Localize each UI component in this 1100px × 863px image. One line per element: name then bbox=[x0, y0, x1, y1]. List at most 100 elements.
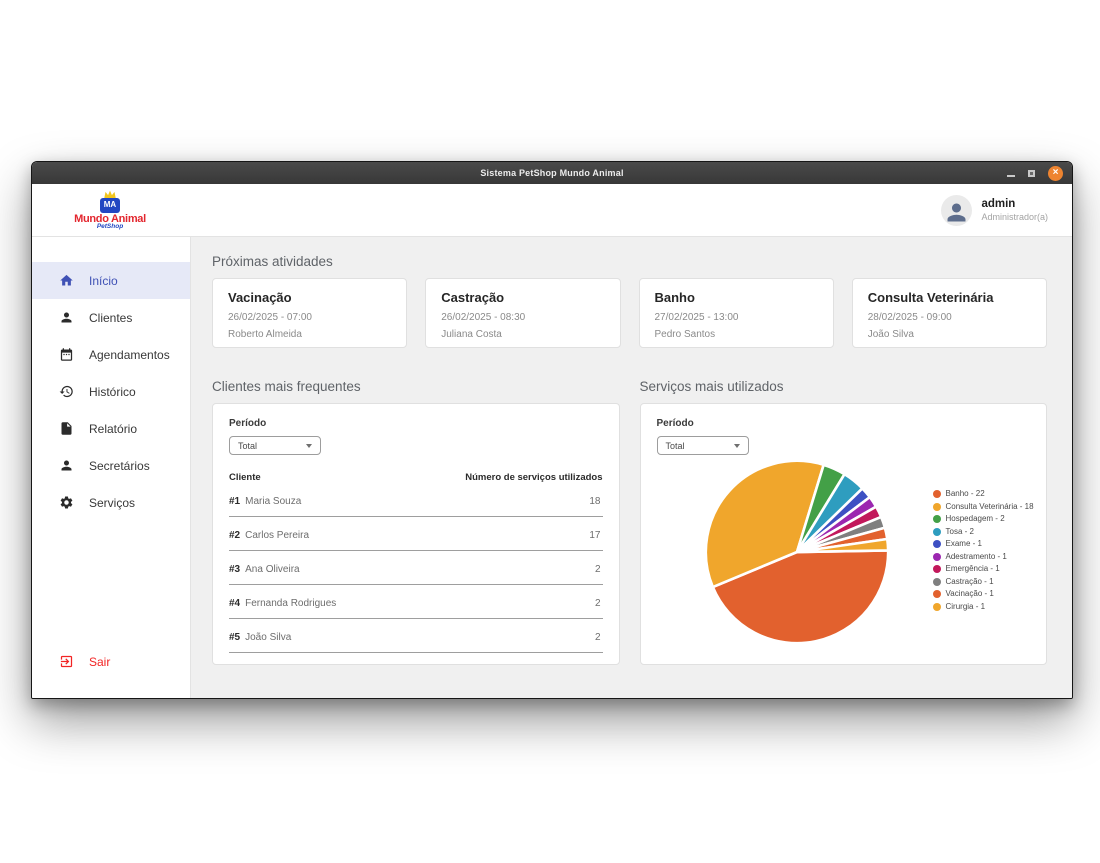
main-content: Próximas atividades Vacinação 26/02/2025… bbox=[191, 237, 1072, 698]
legend-dot bbox=[932, 577, 941, 586]
sidebar-item-secretarios[interactable]: Secretários bbox=[32, 447, 190, 484]
pie-slice-Cirurgia bbox=[795, 537, 889, 554]
petshop-logo: MA Mundo Animal PetShop bbox=[68, 190, 152, 231]
frequent-clients-title: Clientes mais frequentes bbox=[212, 379, 361, 394]
frequent-clients-section: Clientes mais frequentes Período Total C… bbox=[212, 379, 620, 665]
activity-datetime: 26/02/2025 - 07:00 bbox=[228, 312, 312, 323]
legend-item: Vacinação - 1 bbox=[932, 589, 1034, 598]
legend-item: Castração - 1 bbox=[932, 576, 1034, 586]
client-count: 2 bbox=[594, 598, 601, 609]
pie-legend: Banho - 22 Consulta Veterinária - 18 Hos… bbox=[932, 489, 1034, 611]
pie-slice-Banho bbox=[710, 549, 889, 645]
logout-button[interactable]: Sair bbox=[32, 643, 190, 680]
sidebar-item-servicos[interactable]: Serviços bbox=[32, 484, 190, 521]
top-services-section: Serviços mais utilizados Período Total bbox=[639, 379, 1047, 665]
activity-title: Banho bbox=[654, 290, 695, 305]
sidebar-item-label: Início bbox=[89, 273, 118, 288]
legend-item: Banho - 22 bbox=[932, 489, 1034, 498]
client-rank: #3 bbox=[229, 564, 241, 575]
sidebar: Início Clientes Agendamentos Histórico R… bbox=[32, 237, 191, 698]
calendar-icon bbox=[60, 348, 73, 361]
activity-client: Juliana Costa bbox=[441, 329, 502, 340]
services-pie-chart bbox=[703, 458, 891, 646]
legend-item: Exame - 1 bbox=[932, 540, 1034, 548]
user-name: admin bbox=[981, 198, 1016, 210]
legend-label: Cirurgia - 1 bbox=[945, 601, 986, 611]
activity-title: Consulta Veterinária bbox=[867, 290, 994, 305]
legend-dot bbox=[932, 527, 941, 536]
column-count: Número de serviços utilizados bbox=[465, 472, 603, 483]
avatar bbox=[941, 194, 973, 226]
activity-datetime: 26/02/2025 - 08:30 bbox=[441, 312, 526, 323]
legend-dot bbox=[932, 552, 941, 561]
top-services-panel: Período Total Banho - 22 Consulta Veteri… bbox=[639, 403, 1047, 665]
activity-card: Banho 27/02/2025 - 13:00 Pedro Santos bbox=[638, 278, 834, 348]
legend-label: Castração - 1 bbox=[945, 576, 994, 586]
sidebar-item-label: Secretários bbox=[89, 458, 150, 473]
legend-dot bbox=[932, 540, 941, 548]
activities-cards-row: Vacinação 26/02/2025 - 07:00 Roberto Alm… bbox=[212, 278, 1047, 348]
person-icon bbox=[61, 312, 72, 323]
client-count: 17 bbox=[589, 530, 601, 541]
user-role: Administrador(a) bbox=[981, 212, 1048, 222]
legend-dot bbox=[932, 502, 941, 511]
user-info: admin Administrador(a) bbox=[981, 198, 1048, 222]
chevron-down-icon bbox=[733, 443, 740, 448]
table-row: #2 Carlos Pereira 17 bbox=[229, 517, 603, 551]
client-name: Fernanda Rodrigues bbox=[245, 598, 337, 609]
sidebar-item-label: Agendamentos bbox=[89, 347, 170, 362]
activity-client: Pedro Santos bbox=[654, 329, 716, 340]
legend-item: Cirurgia - 1 bbox=[932, 601, 1034, 611]
activity-title: Castração bbox=[441, 290, 505, 305]
client-name: Carlos Pereira bbox=[245, 530, 310, 541]
period-select-value: Total bbox=[665, 440, 685, 451]
minimize-button[interactable] bbox=[1007, 174, 1015, 177]
activity-client: João Silva bbox=[867, 329, 914, 340]
maximize-button[interactable] bbox=[1028, 169, 1035, 177]
chevron-down-icon bbox=[306, 443, 312, 448]
legend-label: Adestramento - 1 bbox=[945, 551, 1007, 561]
gear-icon bbox=[60, 496, 73, 509]
window-titlebar[interactable]: Sistema PetShop Mundo Animal × bbox=[32, 162, 1072, 184]
activity-client: Roberto Almeida bbox=[228, 329, 302, 340]
sidebar-spacer bbox=[32, 521, 190, 643]
sidebar-item-label: Clientes bbox=[89, 310, 133, 325]
legend-dot bbox=[932, 515, 941, 523]
app-header: MA Mundo Animal PetShop admin Administra… bbox=[32, 184, 1072, 237]
legend-label: Vacinação - 1 bbox=[945, 589, 994, 598]
legend-label: Banho - 22 bbox=[945, 489, 985, 498]
legend-item: Adestramento - 1 bbox=[932, 551, 1034, 561]
sidebar-item-clientes[interactable]: Clientes bbox=[32, 299, 190, 336]
sidebar-item-agendamentos[interactable]: Agendamentos bbox=[32, 336, 190, 373]
client-rank: #2 bbox=[229, 530, 241, 541]
user-silhouette-icon bbox=[947, 203, 966, 221]
table-row: #5 João Silva 2 bbox=[229, 619, 603, 653]
client-rank: #1 bbox=[229, 496, 241, 507]
sidebar-item-inicio[interactable]: Início bbox=[32, 262, 190, 299]
app-body: Início Clientes Agendamentos Histórico R… bbox=[32, 237, 1072, 698]
activity-datetime: 27/02/2025 - 13:00 bbox=[654, 312, 739, 323]
client-count: 2 bbox=[594, 632, 601, 643]
activity-datetime: 28/02/2025 - 09:00 bbox=[867, 312, 952, 323]
client-rank: #5 bbox=[229, 632, 241, 643]
sidebar-item-historico[interactable]: Histórico bbox=[32, 373, 190, 410]
logo-subtitle: PetShop bbox=[96, 222, 124, 230]
legend-dot bbox=[932, 490, 941, 498]
legend-label: Hospedagem - 2 bbox=[945, 514, 1005, 523]
client-count: 2 bbox=[594, 564, 601, 575]
legend-item: Emergência - 1 bbox=[932, 565, 1034, 573]
period-select[interactable]: Total bbox=[229, 436, 321, 455]
client-name-cell: #5 João Silva bbox=[229, 632, 291, 643]
client-name: João Silva bbox=[245, 632, 292, 643]
pie-slice-Consulta Veterinária bbox=[704, 459, 825, 589]
sidebar-item-relatorio[interactable]: Relatório bbox=[32, 410, 190, 447]
table-row: #1 Maria Souza 18 bbox=[229, 483, 603, 517]
client-count: 18 bbox=[589, 496, 601, 507]
close-button[interactable]: × bbox=[1048, 165, 1063, 181]
table-row: #3 Ana Oliveira 2 bbox=[229, 551, 603, 585]
period-select-value: Total bbox=[238, 440, 258, 451]
sidebar-item-label: Relatório bbox=[89, 421, 138, 436]
legend-item: Consulta Veterinária - 18 bbox=[932, 502, 1034, 511]
period-select[interactable]: Total bbox=[656, 436, 749, 455]
